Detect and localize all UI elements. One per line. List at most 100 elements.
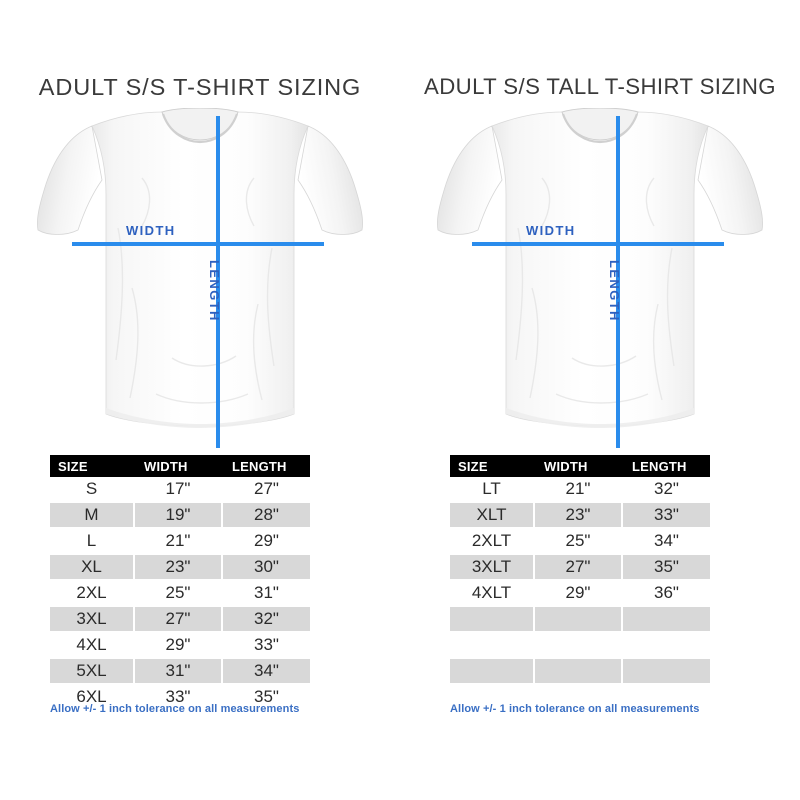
tshirt-icon (437, 108, 763, 428)
tshirt-illustration-adult-regular: WIDTH LENGTH (22, 108, 378, 448)
column-header-size: SIZE (50, 455, 134, 477)
length-measure-label: LENGTH (207, 260, 222, 322)
cell-length (622, 658, 710, 685)
sizing-panel-adult-tall: ADULT S/S TALL T-SHIRT SIZING (400, 0, 800, 800)
tolerance-footnote-adult-tall: Allow +/- 1 inch tolerance on all measur… (450, 703, 700, 715)
cell-length: 36" (622, 580, 710, 607)
cell-size: 4XL (50, 632, 135, 659)
table-row: 2XL 25" 31" (50, 580, 310, 607)
length-measure-line (216, 116, 220, 448)
cell-width: 17" (134, 477, 223, 503)
cell-width: 29" (534, 580, 623, 607)
cell-width: 31" (134, 658, 223, 685)
table-row: 2XLT 25" 34" (450, 528, 710, 555)
cell-length: 33" (622, 502, 710, 529)
tshirt-icon (37, 108, 363, 428)
cell-size: 2XLT (450, 528, 535, 555)
cell-size: L (50, 528, 135, 555)
cell-length: 35" (222, 684, 310, 711)
tolerance-footnote-adult-regular: Allow +/- 1 inch tolerance on all measur… (50, 703, 300, 715)
column-header-width: WIDTH (134, 455, 222, 477)
cell-width: 33" (134, 684, 223, 711)
table-row-empty (450, 658, 710, 685)
cell-length: 31" (222, 580, 310, 607)
table-row: 5XL 31" 34" (50, 658, 310, 685)
cell-length: 27" (222, 477, 310, 503)
table-row: 4XL 29" 33" (50, 632, 310, 659)
cell-width: 25" (134, 580, 223, 607)
table-row-empty (450, 632, 710, 659)
cell-length: 33" (222, 632, 310, 659)
cell-width: 19" (134, 502, 223, 529)
column-header-size: SIZE (450, 455, 534, 477)
width-measure-label: WIDTH (526, 223, 576, 238)
cell-width: 27" (134, 606, 223, 633)
cell-width: 29" (134, 632, 223, 659)
table-row-empty (450, 606, 710, 633)
cell-width: 25" (534, 528, 623, 555)
sizing-panel-adult-regular: ADULT S/S T-SHIRT SIZING (22, 74, 378, 715)
cell-size (450, 658, 535, 685)
table-row: 3XL 27" 32" (50, 606, 310, 633)
cell-size: 3XL (50, 606, 135, 633)
cell-length: 32" (622, 477, 710, 503)
cell-length: 35" (622, 554, 710, 581)
cell-size: 2XL (50, 580, 135, 607)
cell-size (450, 684, 535, 711)
cell-length: 28" (222, 502, 310, 529)
length-measure-line (616, 116, 620, 448)
column-header-width: WIDTH (534, 455, 622, 477)
cell-width: 21" (534, 477, 623, 503)
table-row: S 17" 27" (50, 477, 310, 503)
width-measure-line (72, 242, 324, 246)
cell-width (534, 684, 623, 711)
page-title-adult-regular: ADULT S/S T-SHIRT SIZING (38, 74, 362, 100)
cell-size: 5XL (50, 658, 135, 685)
cell-length: 34" (222, 658, 310, 685)
length-measure-label: LENGTH (607, 260, 622, 322)
cell-width: 21" (134, 528, 223, 555)
size-table-adult-tall: SIZE WIDTH LENGTH LT 21" 32" XLT 23" 33"… (450, 455, 710, 711)
table-row: XL 23" 30" (50, 554, 310, 581)
cell-width (534, 606, 623, 633)
cell-size: 6XL (50, 684, 135, 711)
table-row: LT 21" 32" (450, 477, 710, 503)
cell-size: XL (50, 554, 135, 581)
cell-size (450, 632, 535, 659)
cell-size: 4XLT (450, 580, 535, 607)
table-header-row: SIZE WIDTH LENGTH (50, 455, 310, 477)
cell-size: S (50, 477, 135, 503)
cell-width: 23" (134, 554, 223, 581)
cell-size: LT (450, 477, 535, 503)
table-row-empty (450, 684, 710, 711)
cell-length: 30" (222, 554, 310, 581)
cell-length: 29" (222, 528, 310, 555)
page-title-adult-tall: ADULT S/S TALL T-SHIRT SIZING (424, 74, 776, 99)
cell-width: 27" (534, 554, 623, 581)
cell-width (534, 658, 623, 685)
tshirt-illustration-adult-tall: WIDTH LENGTH (422, 108, 778, 448)
cell-length (622, 632, 710, 659)
table-row: 3XLT 27" 35" (450, 554, 710, 581)
column-header-length: LENGTH (622, 455, 710, 477)
table-row: XLT 23" 33" (450, 502, 710, 529)
cell-size: M (50, 502, 135, 529)
size-table-adult-regular: SIZE WIDTH LENGTH S 17" 27" M 19" 28" L … (50, 455, 310, 711)
column-header-length: LENGTH (222, 455, 310, 477)
width-measure-line (472, 242, 724, 246)
cell-size (450, 606, 535, 633)
cell-length (622, 606, 710, 633)
table-row: 6XL 33" 35" (50, 684, 310, 711)
table-header-row: SIZE WIDTH LENGTH (450, 455, 710, 477)
cell-length: 32" (222, 606, 310, 633)
cell-width (534, 632, 623, 659)
width-measure-label: WIDTH (126, 223, 176, 238)
cell-length (622, 684, 710, 711)
table-row: M 19" 28" (50, 502, 310, 529)
table-row: 4XLT 29" 36" (450, 580, 710, 607)
cell-size: XLT (450, 502, 535, 529)
table-row: L 21" 29" (50, 528, 310, 555)
cell-length: 34" (622, 528, 710, 555)
cell-size: 3XLT (450, 554, 535, 581)
cell-width: 23" (534, 502, 623, 529)
